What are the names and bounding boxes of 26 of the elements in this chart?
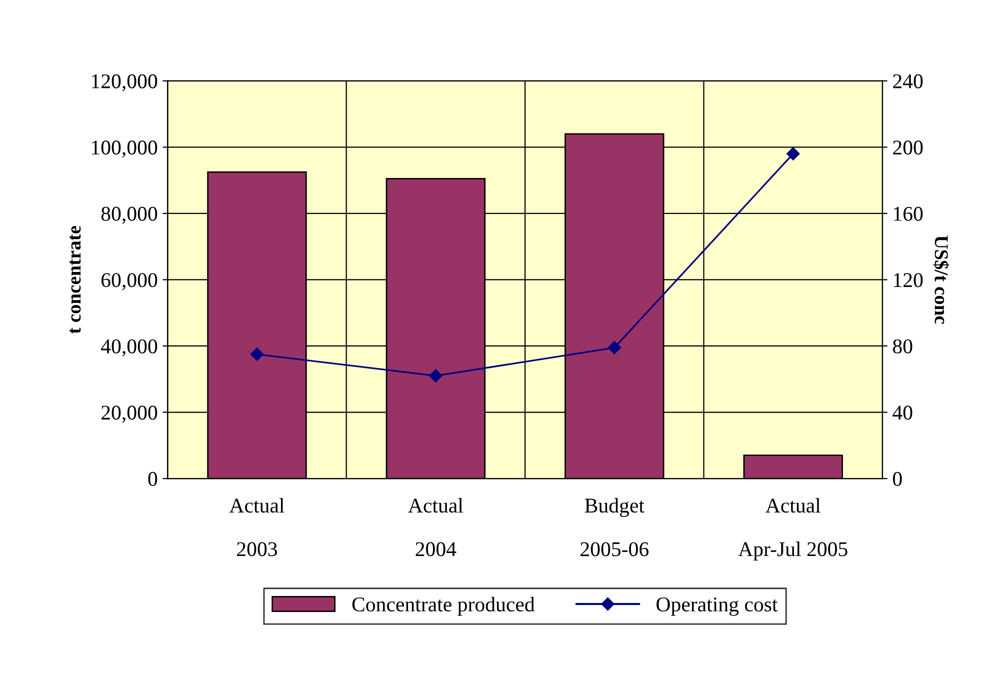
y-tick-label: 80,000	[101, 206, 158, 224]
category-label: Actual Apr-Jul 2005	[738, 498, 848, 560]
y2-tick-label: 200	[893, 140, 923, 155]
category-label: Actual 2003	[229, 498, 284, 556]
y-tick-label: 0	[148, 472, 158, 486]
y-tick-label: 60,000	[102, 273, 158, 290]
point	[250, 348, 264, 361]
point	[786, 147, 800, 160]
y2-tick-label: 80	[892, 339, 912, 354]
category-label: Actual 2004	[408, 498, 464, 556]
y-tick-label: 40,000	[101, 339, 158, 356]
y2-tick-label: 120	[894, 273, 923, 288]
y-tick-label: 120,000	[92, 74, 158, 92]
y2-tick-label: 240	[893, 74, 923, 88]
category-label: Budget 2005-06	[580, 498, 648, 556]
y-tick-label: 20,000	[102, 406, 158, 423]
point	[608, 341, 621, 354]
y2-tick-label: 0	[892, 472, 902, 486]
y-tick-label: 100,000	[92, 140, 158, 158]
point	[429, 369, 442, 382]
y2-axis-title: US$/t conc	[933, 236, 950, 324]
y2-tick-label: 40	[892, 406, 912, 420]
legend-label: Operating cost	[656, 597, 778, 616]
y2-tick-label: 160	[894, 206, 923, 221]
y-axis-title: t concentrate	[70, 226, 81, 334]
legend-label: Concentrate produced	[352, 596, 535, 616]
